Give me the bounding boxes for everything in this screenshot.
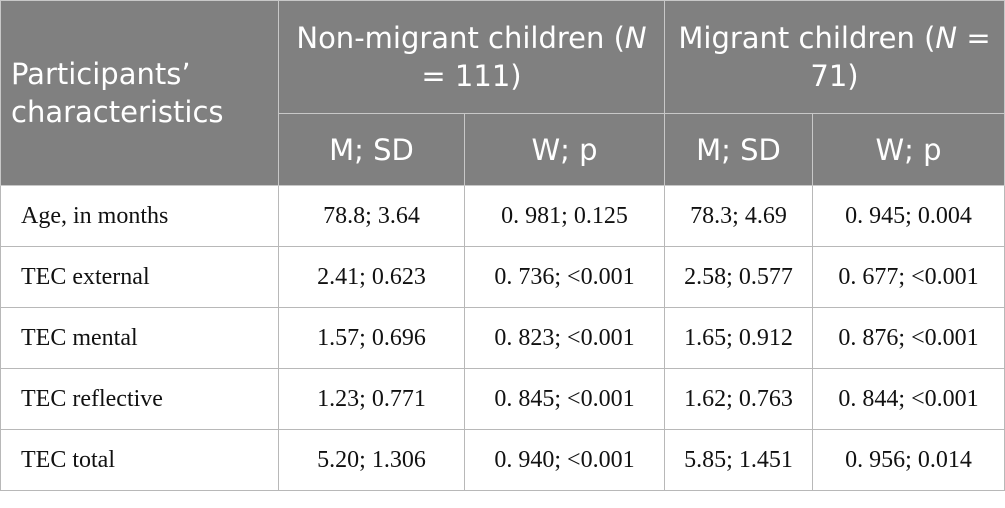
cell: 2.58; 0.577 <box>664 246 813 308</box>
cell: 0. 940; <0.001 <box>464 429 665 491</box>
subheader: M; SD <box>664 113 813 186</box>
group-text: Non-migrant children ( <box>296 21 625 55</box>
group-text: = 111) <box>421 59 522 93</box>
subheader: W; p <box>811 113 1005 186</box>
group-text: Migrant children ( <box>678 21 936 55</box>
cell: 0. 981; 0.125 <box>464 185 665 247</box>
table-row: TEC reflective 1.23; 0.771 0. 845; <0.001 1… <box>0 368 1005 430</box>
cell: 1.57; 0.696 <box>278 307 465 369</box>
cell: 78.3; 4.69 <box>664 185 813 247</box>
row-label: TEC reflective <box>0 368 279 430</box>
subheader: W; p <box>464 113 665 186</box>
row-label: TEC total <box>0 429 279 491</box>
cell: 5.20; 1.306 <box>278 429 465 491</box>
group-label: Participants’ characteristics <box>0 0 279 186</box>
cell: 1.62; 0.763 <box>664 368 813 430</box>
cell: 1.65; 0.912 <box>664 307 813 369</box>
row-label: TEC external <box>0 246 279 308</box>
table-row: TEC external 2.41; 0.623 0. 736; <0.001 2.5… <box>0 246 1005 308</box>
subheader-row: M; SD W; p M; SD W; p <box>1 113 1005 186</box>
cell: 0. 876; <0.001 <box>811 307 1005 369</box>
row-label: TEC mental <box>0 307 279 369</box>
group-text: = 71) <box>810 21 991 93</box>
group-header: Non-migrant children (N = 111) <box>278 0 665 114</box>
table-header: Participants’ characteristics Non-migrant… <box>0 0 1005 186</box>
table-row: Age, in months 78.8; 3.64 0. 981; 0.125 78.… <box>0 185 1005 247</box>
cell: 0. 736; <0.001 <box>464 246 665 308</box>
table-row: TEC total 5.20; 1.306 0. 940; <0.001 5.85; … <box>0 429 1005 491</box>
cell: 0. 844; <0.001 <box>811 368 1005 430</box>
cell: 0. 677; <0.001 <box>811 246 1005 308</box>
cell: 0. 945; 0.004 <box>811 185 1005 247</box>
group-italic: N <box>935 21 958 55</box>
cell: 78.8; 3.64 <box>278 185 465 247</box>
cell: 0. 845; <0.001 <box>464 368 665 430</box>
cell: 0. 823; <0.001 <box>464 307 665 369</box>
cell: 1.23; 0.771 <box>278 368 465 430</box>
subheader: M; SD <box>278 113 465 186</box>
cell: 0. 956; 0.014 <box>811 429 1005 491</box>
group-header: Migrant children (N = 71) <box>663 0 1005 114</box>
table-row: TEC mental 1.57; 0.696 0. 823; <0.001 1.65;… <box>0 307 1005 369</box>
cell: 2.41; 0.623 <box>278 246 465 308</box>
header-row: Participants’ characteristics Non-migrant… <box>0 0 1005 186</box>
group-italic: N <box>624 21 647 55</box>
table-body: Age, in months 78.8; 3.64 0. 981; 0.125 78.… <box>0 185 1005 491</box>
cell: 5.85; 1.451 <box>664 429 813 491</box>
row-label: Age, in months <box>0 185 279 247</box>
data-table: Participants’ characteristics Non-migrant… <box>0 0 1005 491</box>
